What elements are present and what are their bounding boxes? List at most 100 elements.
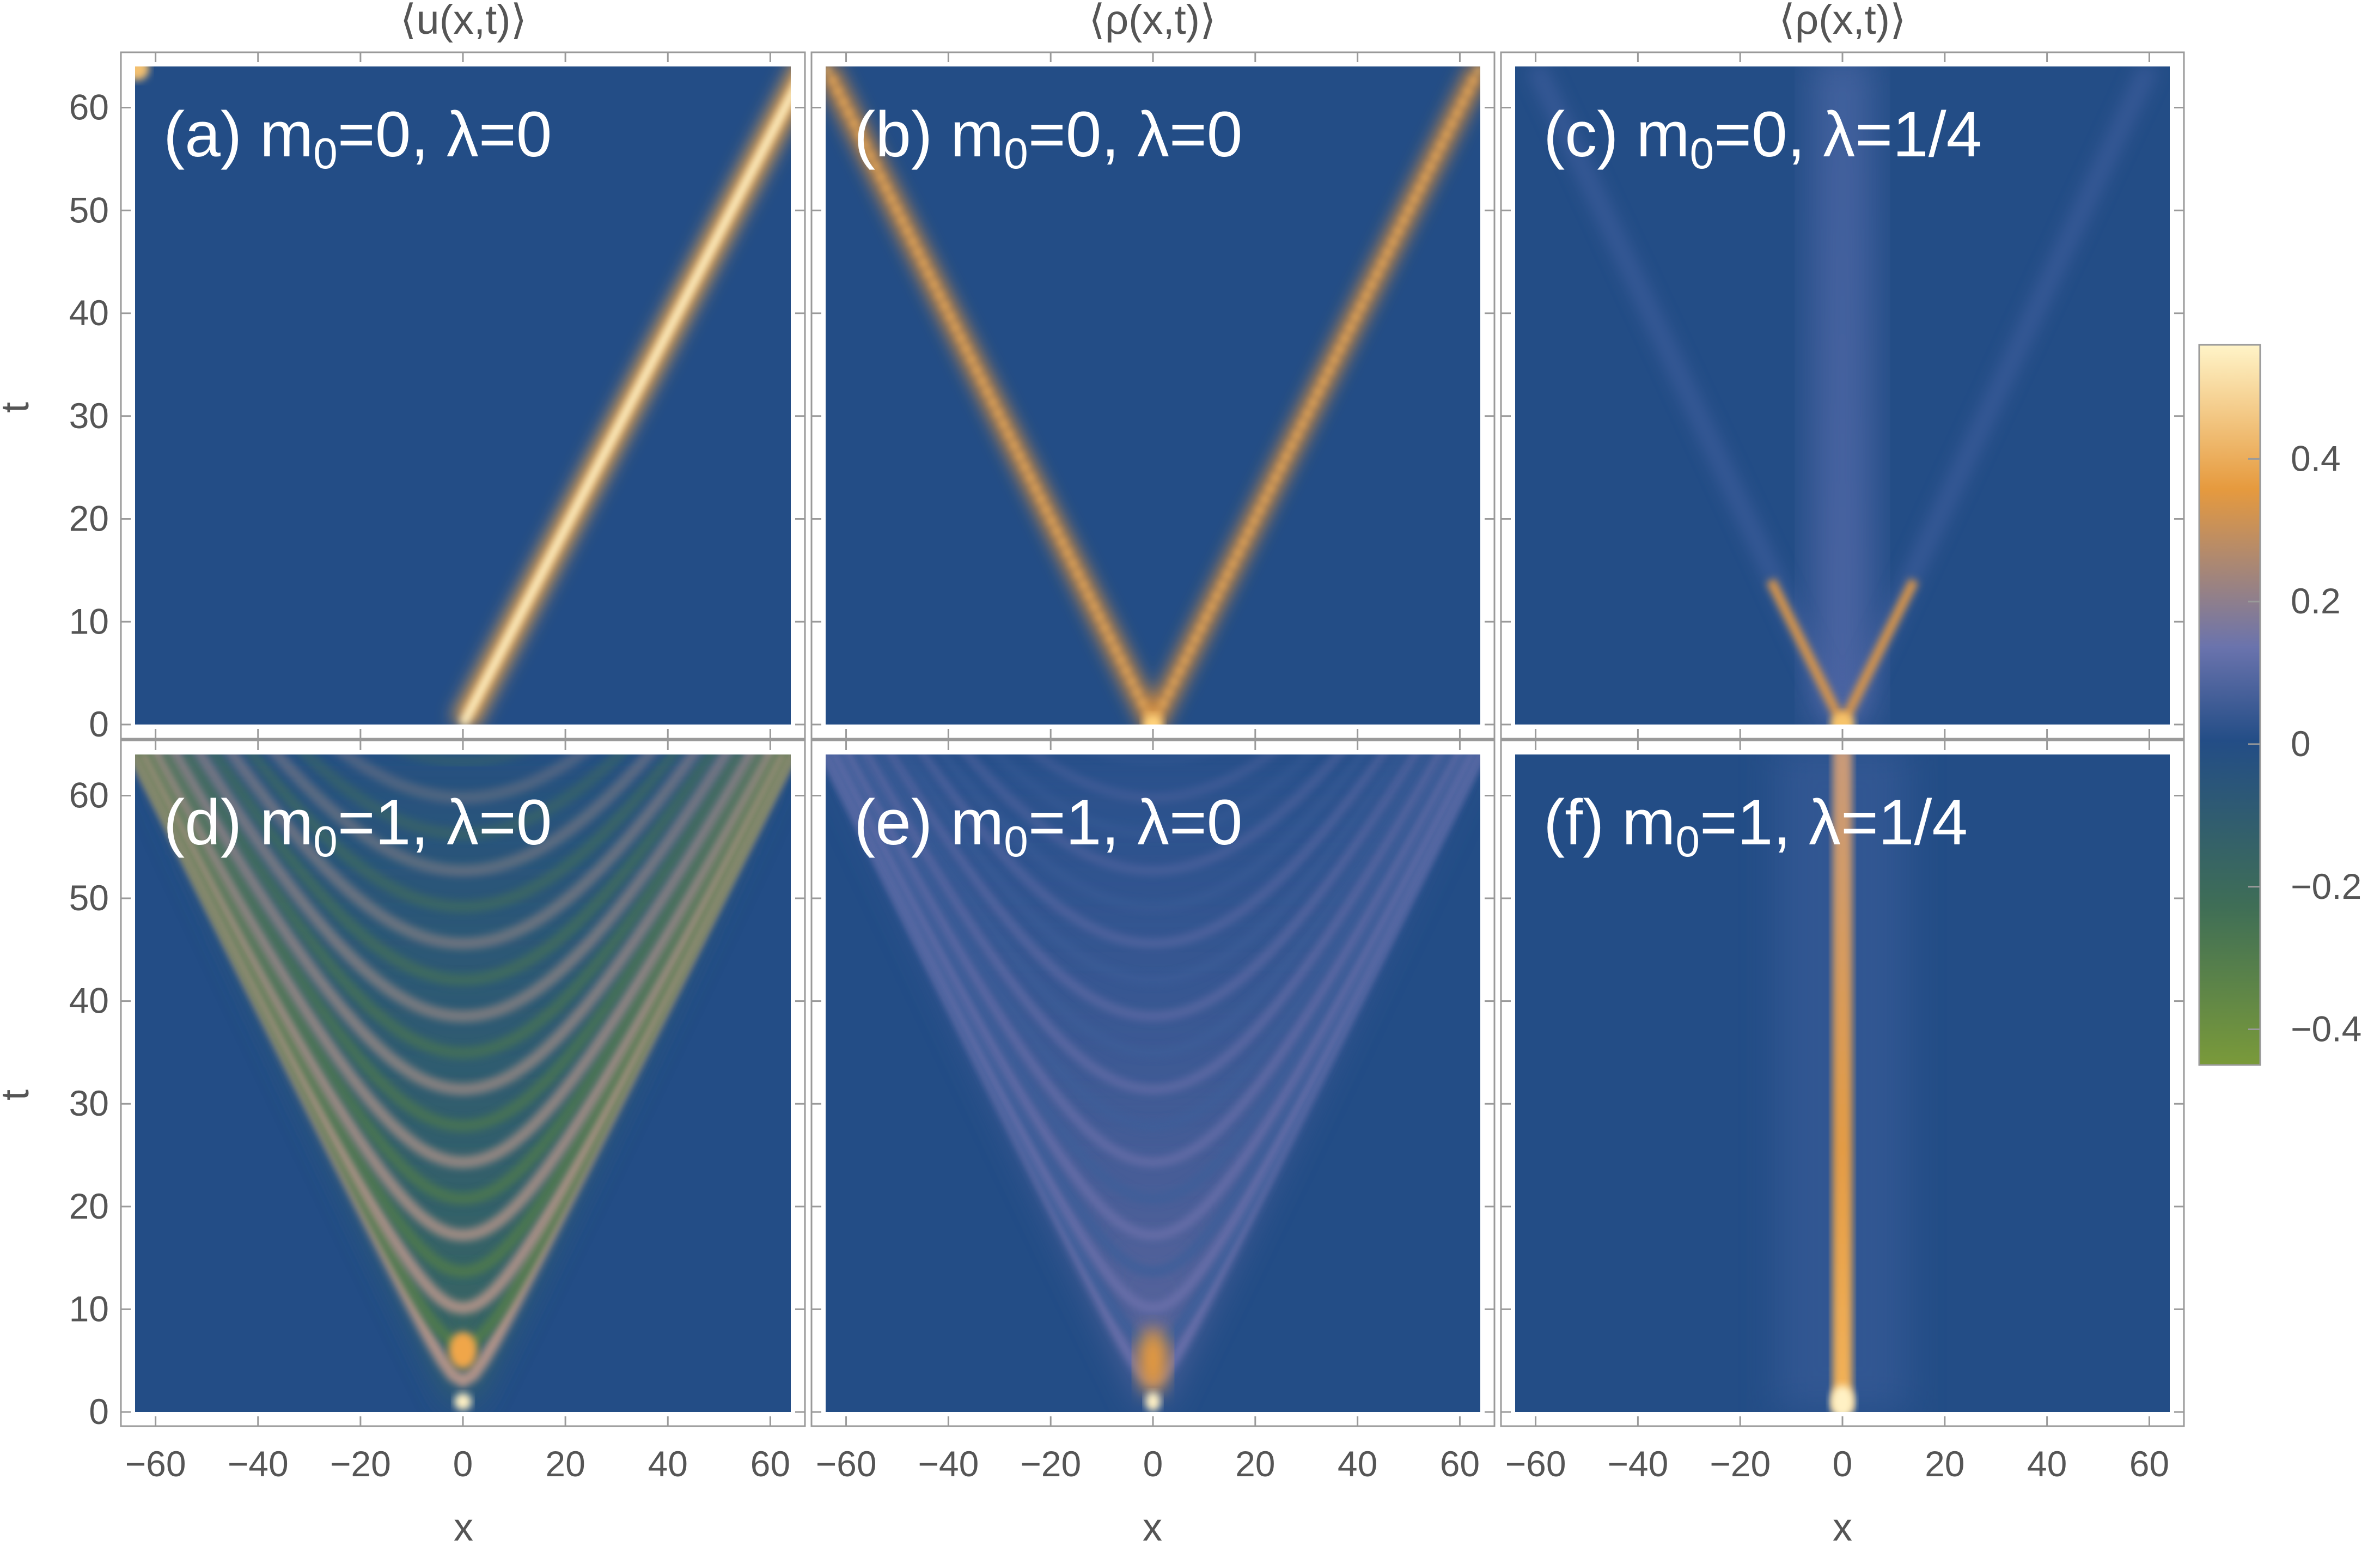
origin-glow [1138,1328,1168,1393]
panel-label-suffix: =0, λ=0 [338,99,552,171]
y-tick-label: 60 [69,87,109,127]
x-tick-label: −60 [816,1444,877,1484]
colorbar-ticks: −0.4 −0.2 0 0.2 0.4 [2248,438,2361,1049]
panel-label-suffix: =0, λ=0 [1028,99,1243,171]
panel-label: (b) m0=0, λ=0 [854,99,1242,178]
fringe [181,754,745,1059]
panel-a: (a) m0=0, λ=0 [120,51,806,740]
fringe [827,754,1479,1277]
panel-heatmap [1528,66,2157,725]
fringe [844,754,1462,1167]
panel-label-prefix: (e) m [854,787,1004,859]
central-column [1813,66,1872,725]
x-tick-label: 60 [750,1444,790,1484]
panel-label: (a) m0=0, λ=0 [163,99,552,178]
panel-heatmap [826,66,1480,725]
column-title-2: ⟨ρ(x,t)⟩ [1089,0,1216,43]
panel-label-suffix: =1, λ=0 [1028,787,1243,859]
fringe [152,754,773,1168]
y-tick-label: 50 [69,190,109,230]
panel-b: (b) m0=0, λ=0 [810,51,1496,740]
fringe [1028,754,1278,803]
y-tick-label: 20 [69,498,109,539]
panel-heatmap [135,66,791,725]
x-tick-label: 0 [453,1444,473,1484]
panel-heatmap [826,754,1480,1412]
x-tick-label: 0 [1833,1444,1853,1484]
colorbar-gradient [2198,344,2261,1066]
x-tick-label: 40 [648,1444,688,1484]
panel-label-sub: 0 [1675,817,1700,866]
x-tick-label: 40 [2027,1444,2067,1484]
x-tick-label: 40 [1338,1444,1377,1484]
panels: (a) m0=0, λ=0 (b) m0=0, λ=0 (c) m0=0, λ=1/… [120,51,2185,1427]
fringe [852,754,1454,1131]
y-tick-label: 10 [69,601,109,641]
y-tick-label: 20 [69,1186,109,1226]
y-tick-label: 0 [89,704,109,744]
x-tick-label: 20 [545,1444,585,1484]
fringe [335,754,590,804]
x-tick-label: 20 [1925,1444,1964,1484]
x-tick-label: 0 [1143,1444,1163,1484]
x-tick-label: 20 [1235,1444,1275,1484]
origin-spot [1830,1385,1854,1412]
panel-label: (d) m0=1, λ=0 [163,787,552,866]
fringe [862,754,1444,1094]
panel-d: (d) m0=1, λ=0 [120,739,806,1427]
y-tick-label: 30 [69,1083,109,1123]
origin-spot [1143,715,1163,725]
panel-label-sub: 0 [1004,817,1028,866]
fringe [917,754,1389,949]
x-tick-label: −40 [228,1444,289,1484]
y-axis-label-top: t [0,402,37,413]
colorbar: −0.4 −0.2 0 0.2 0.4 [2198,344,2361,1066]
y-tick-label: 10 [69,1288,109,1329]
origin-spot [454,1393,472,1411]
y-tick-label: 40 [69,981,109,1021]
fringe [886,754,1420,1021]
x-axis-label-1: x [454,1506,473,1546]
fringe [245,754,681,914]
origin-spot [1145,1392,1161,1412]
fringe [937,754,1369,912]
panel-heatmap [135,754,791,1412]
localized-column [1833,754,1852,1412]
panel-label-prefix: (a) m [163,99,313,171]
y-tick-label: 30 [69,395,109,436]
panel-background [135,66,791,725]
panel-label-prefix: (f) m [1543,787,1675,859]
panel-label: (e) m0=1, λ=0 [854,787,1242,866]
y-tick-label: 60 [69,775,109,815]
panel-label: (c) m0=0, λ=1/4 [1543,99,1982,178]
fringe [961,754,1345,876]
colorbar-tick-label: −0.4 [2291,1009,2361,1049]
panel-label-prefix: (c) m [1543,99,1690,171]
panel-heatmap [1777,754,1908,1412]
fringe [146,754,780,1205]
light-cone-core [826,66,1480,725]
fringe [1090,754,1216,766]
panel-label-sub: 0 [1004,129,1028,178]
fringe [194,754,732,1022]
column-title-3: ⟨ρ(x,t)⟩ [1779,0,1906,43]
front-core [459,87,791,725]
fringe [900,754,1406,985]
x-tick-label: −40 [918,1444,979,1484]
corner-spot [135,66,149,81]
panel-label-prefix: (d) m [163,787,313,859]
fringe [873,754,1433,1058]
panel-label: (f) m0=1, λ=1/4 [1543,787,1968,866]
fringe [268,754,657,877]
x-axis-label-2: x [1143,1506,1162,1546]
panel-f: (f) m0=1, λ=1/4 [1500,739,2185,1427]
panel-e: (e) m0=1, λ=0 [810,739,1496,1427]
x-tick-label: −60 [125,1444,186,1484]
column-title-1: ⟨u(x,t)⟩ [400,0,527,43]
fringe [140,754,786,1241]
colorbar-tick-label: 0.4 [2291,438,2341,478]
fringe [838,754,1468,1204]
origin-spot [1830,713,1854,725]
origin-glow [449,1331,477,1369]
